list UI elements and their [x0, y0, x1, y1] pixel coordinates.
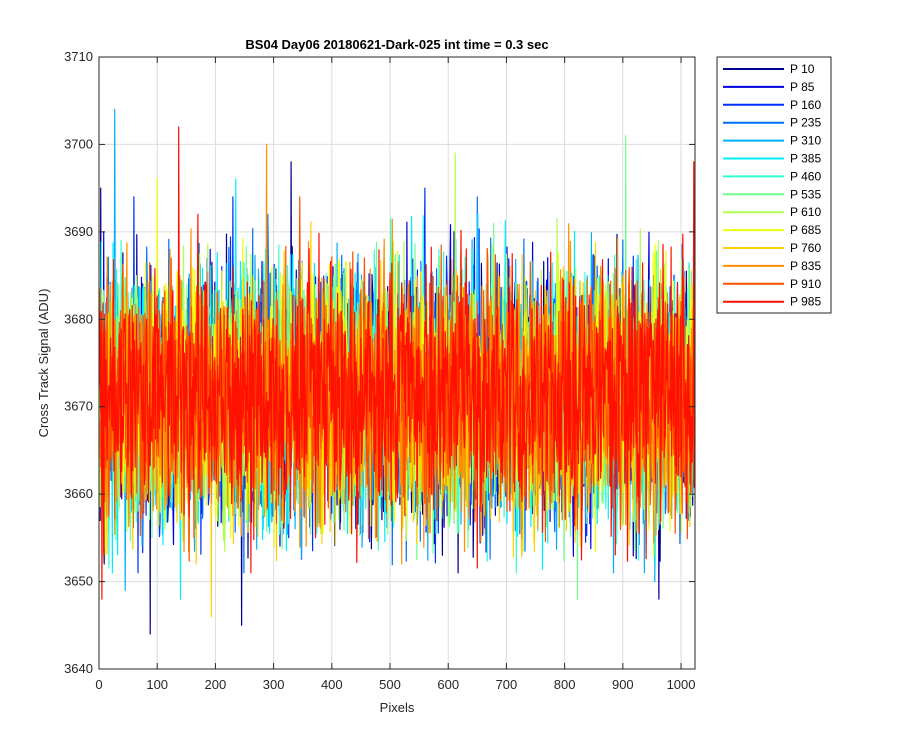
x-tick-label: 700	[496, 677, 518, 692]
y-tick-label: 3680	[64, 311, 93, 326]
y-axis-label: Cross Track Signal (ADU)	[36, 289, 51, 438]
y-tick-label: 3710	[64, 49, 93, 64]
legend-label: P 760	[790, 241, 821, 255]
x-tick-label: 600	[437, 677, 459, 692]
legend-label: P 985	[790, 295, 821, 309]
chart-title: BS04 Day06 20180621-Dark-025 int time = …	[245, 37, 548, 52]
y-tick-label: 3660	[64, 486, 93, 501]
legend-label: P 460	[790, 169, 821, 183]
legend-label: P 160	[790, 98, 821, 112]
y-tick-label: 3650	[64, 574, 93, 589]
legend-label: P 910	[790, 277, 821, 291]
x-tick-label: 900	[612, 677, 634, 692]
plot-frame	[98, 56, 696, 670]
legend: P 10 P 85 P 160 P 235 P 310 P 385 P 460 P 535 P …	[716, 56, 832, 314]
legend-label: P 10	[790, 62, 815, 76]
y-tick-label: 3700	[64, 136, 93, 151]
y-tick-label: 3670	[64, 399, 93, 414]
x-tick-label: 1000	[667, 677, 696, 692]
y-tick-label: 3690	[64, 224, 93, 239]
plot-clip	[99, 108, 695, 635]
x-tick-label: 500	[379, 677, 401, 692]
legend-box	[716, 56, 832, 314]
x-tick-label: 300	[263, 677, 285, 692]
legend-label: P 310	[790, 134, 821, 148]
legend-label: P 85	[790, 80, 815, 94]
x-tick-label: 0	[95, 677, 102, 692]
x-tick-label: 200	[205, 677, 227, 692]
x-tick-label: 400	[321, 677, 343, 692]
legend-label: P 610	[790, 205, 821, 219]
y-tick-label: 3640	[64, 661, 93, 676]
series-line	[99, 126, 695, 600]
legend-label: P 535	[790, 187, 821, 201]
legend-label: P 685	[790, 223, 821, 237]
axis-ticks: 0 100 200 300 400 500 600 700 800 900 1000 3640 3650…	[64, 49, 695, 692]
x-tick-label: 800	[554, 677, 576, 692]
x-tick-label: 100	[146, 677, 168, 692]
series-layer	[99, 108, 695, 635]
x-axis-label: Pixels	[380, 700, 415, 715]
legend-label: P 835	[790, 259, 821, 273]
legend-label: P 235	[790, 116, 821, 130]
legend-label: P 385	[790, 152, 821, 166]
